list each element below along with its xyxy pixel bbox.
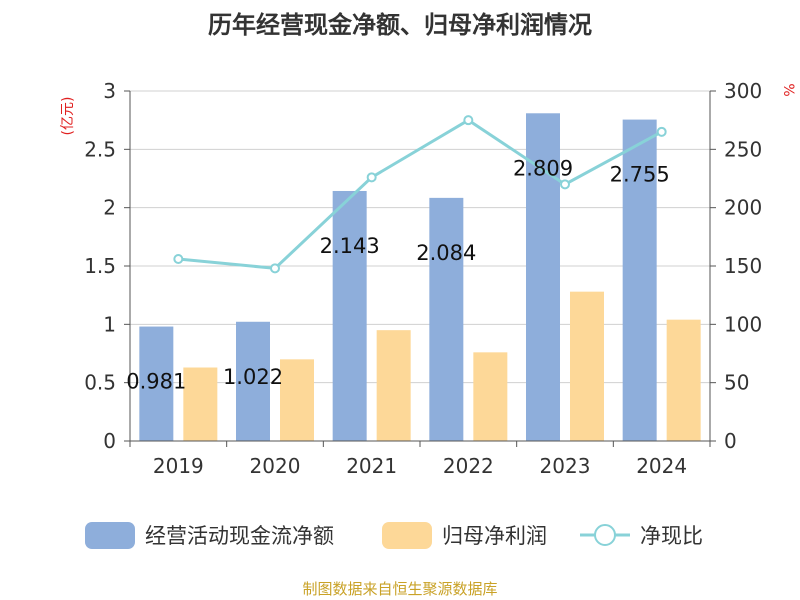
- left-axis-unit: (亿元): [60, 97, 76, 136]
- legend-label: 经营活动现金流净额: [145, 524, 334, 548]
- bar: [622, 119, 657, 441]
- left-axis-tick-label: 0.5: [84, 371, 116, 395]
- data-label: 2.809: [513, 156, 573, 180]
- data-label: 2.084: [416, 241, 476, 265]
- right-axis-tick-label: 250: [724, 137, 762, 161]
- bar: [139, 326, 174, 441]
- legend-item: 经营活动现金流净额: [85, 522, 334, 549]
- left-axis-tick-label: 1: [103, 312, 116, 336]
- data-label: 2.143: [320, 234, 380, 258]
- bar: [280, 359, 314, 441]
- bar: [570, 291, 604, 441]
- bar: [526, 113, 560, 442]
- left-axis-tick-label: 3: [103, 79, 116, 103]
- right-axis-tick-label: 200: [724, 196, 762, 220]
- data-label: 2.755: [610, 163, 670, 187]
- source-note: 制图数据来自恒生聚源数据库: [302, 580, 498, 598]
- x-axis-tick-label: 2021: [346, 454, 397, 478]
- x-axis-tick-label: 2024: [636, 454, 687, 478]
- bar: [332, 190, 367, 441]
- data-label: 1.022: [223, 365, 283, 389]
- line-point: [173, 254, 184, 264]
- line-point: [463, 115, 474, 126]
- legend-label: 归母净利润: [442, 524, 547, 548]
- right-axis-unit: %: [780, 83, 796, 96]
- x-axis-tick-label: 2019: [153, 454, 204, 478]
- left-axis-tick-label: 2: [103, 196, 116, 220]
- right-axis-tick-label: 300: [724, 79, 762, 103]
- legend-item: 归母净利润: [382, 522, 547, 549]
- legend-swatch: [85, 522, 135, 549]
- data-label: 0.981: [126, 370, 186, 394]
- left-axis-tick-label: 2.5: [84, 137, 116, 161]
- legend-marker: [594, 524, 616, 546]
- left-axis-tick-label: 1.5: [84, 254, 116, 278]
- x-axis-tick-label: 2022: [443, 454, 494, 478]
- right-axis-tick-label: 150: [724, 254, 762, 278]
- x-axis-tick-label: 2023: [540, 454, 591, 478]
- legend-item: 净现比: [580, 524, 703, 548]
- right-axis-tick-label: 0: [724, 429, 737, 453]
- right-axis-tick-label: 50: [724, 371, 749, 395]
- line-point: [656, 126, 667, 137]
- line-point: [366, 172, 377, 183]
- bar: [429, 197, 464, 441]
- x-axis-tick-label: 2020: [250, 454, 301, 478]
- chart-title: 历年经营现金净额、归母净利润情况: [208, 11, 592, 39]
- left-axis-tick-label: 0: [103, 429, 116, 453]
- bar: [183, 367, 218, 441]
- line-point: [560, 179, 570, 190]
- line-point: [270, 263, 280, 274]
- legend-swatch: [382, 522, 432, 549]
- legend-label: 净现比: [640, 524, 703, 548]
- bar: [236, 321, 270, 441]
- bar: [473, 352, 508, 441]
- bar: [376, 330, 411, 441]
- line-series: [178, 118, 663, 270]
- right-axis-tick-label: 100: [724, 312, 762, 336]
- bar: [666, 319, 701, 441]
